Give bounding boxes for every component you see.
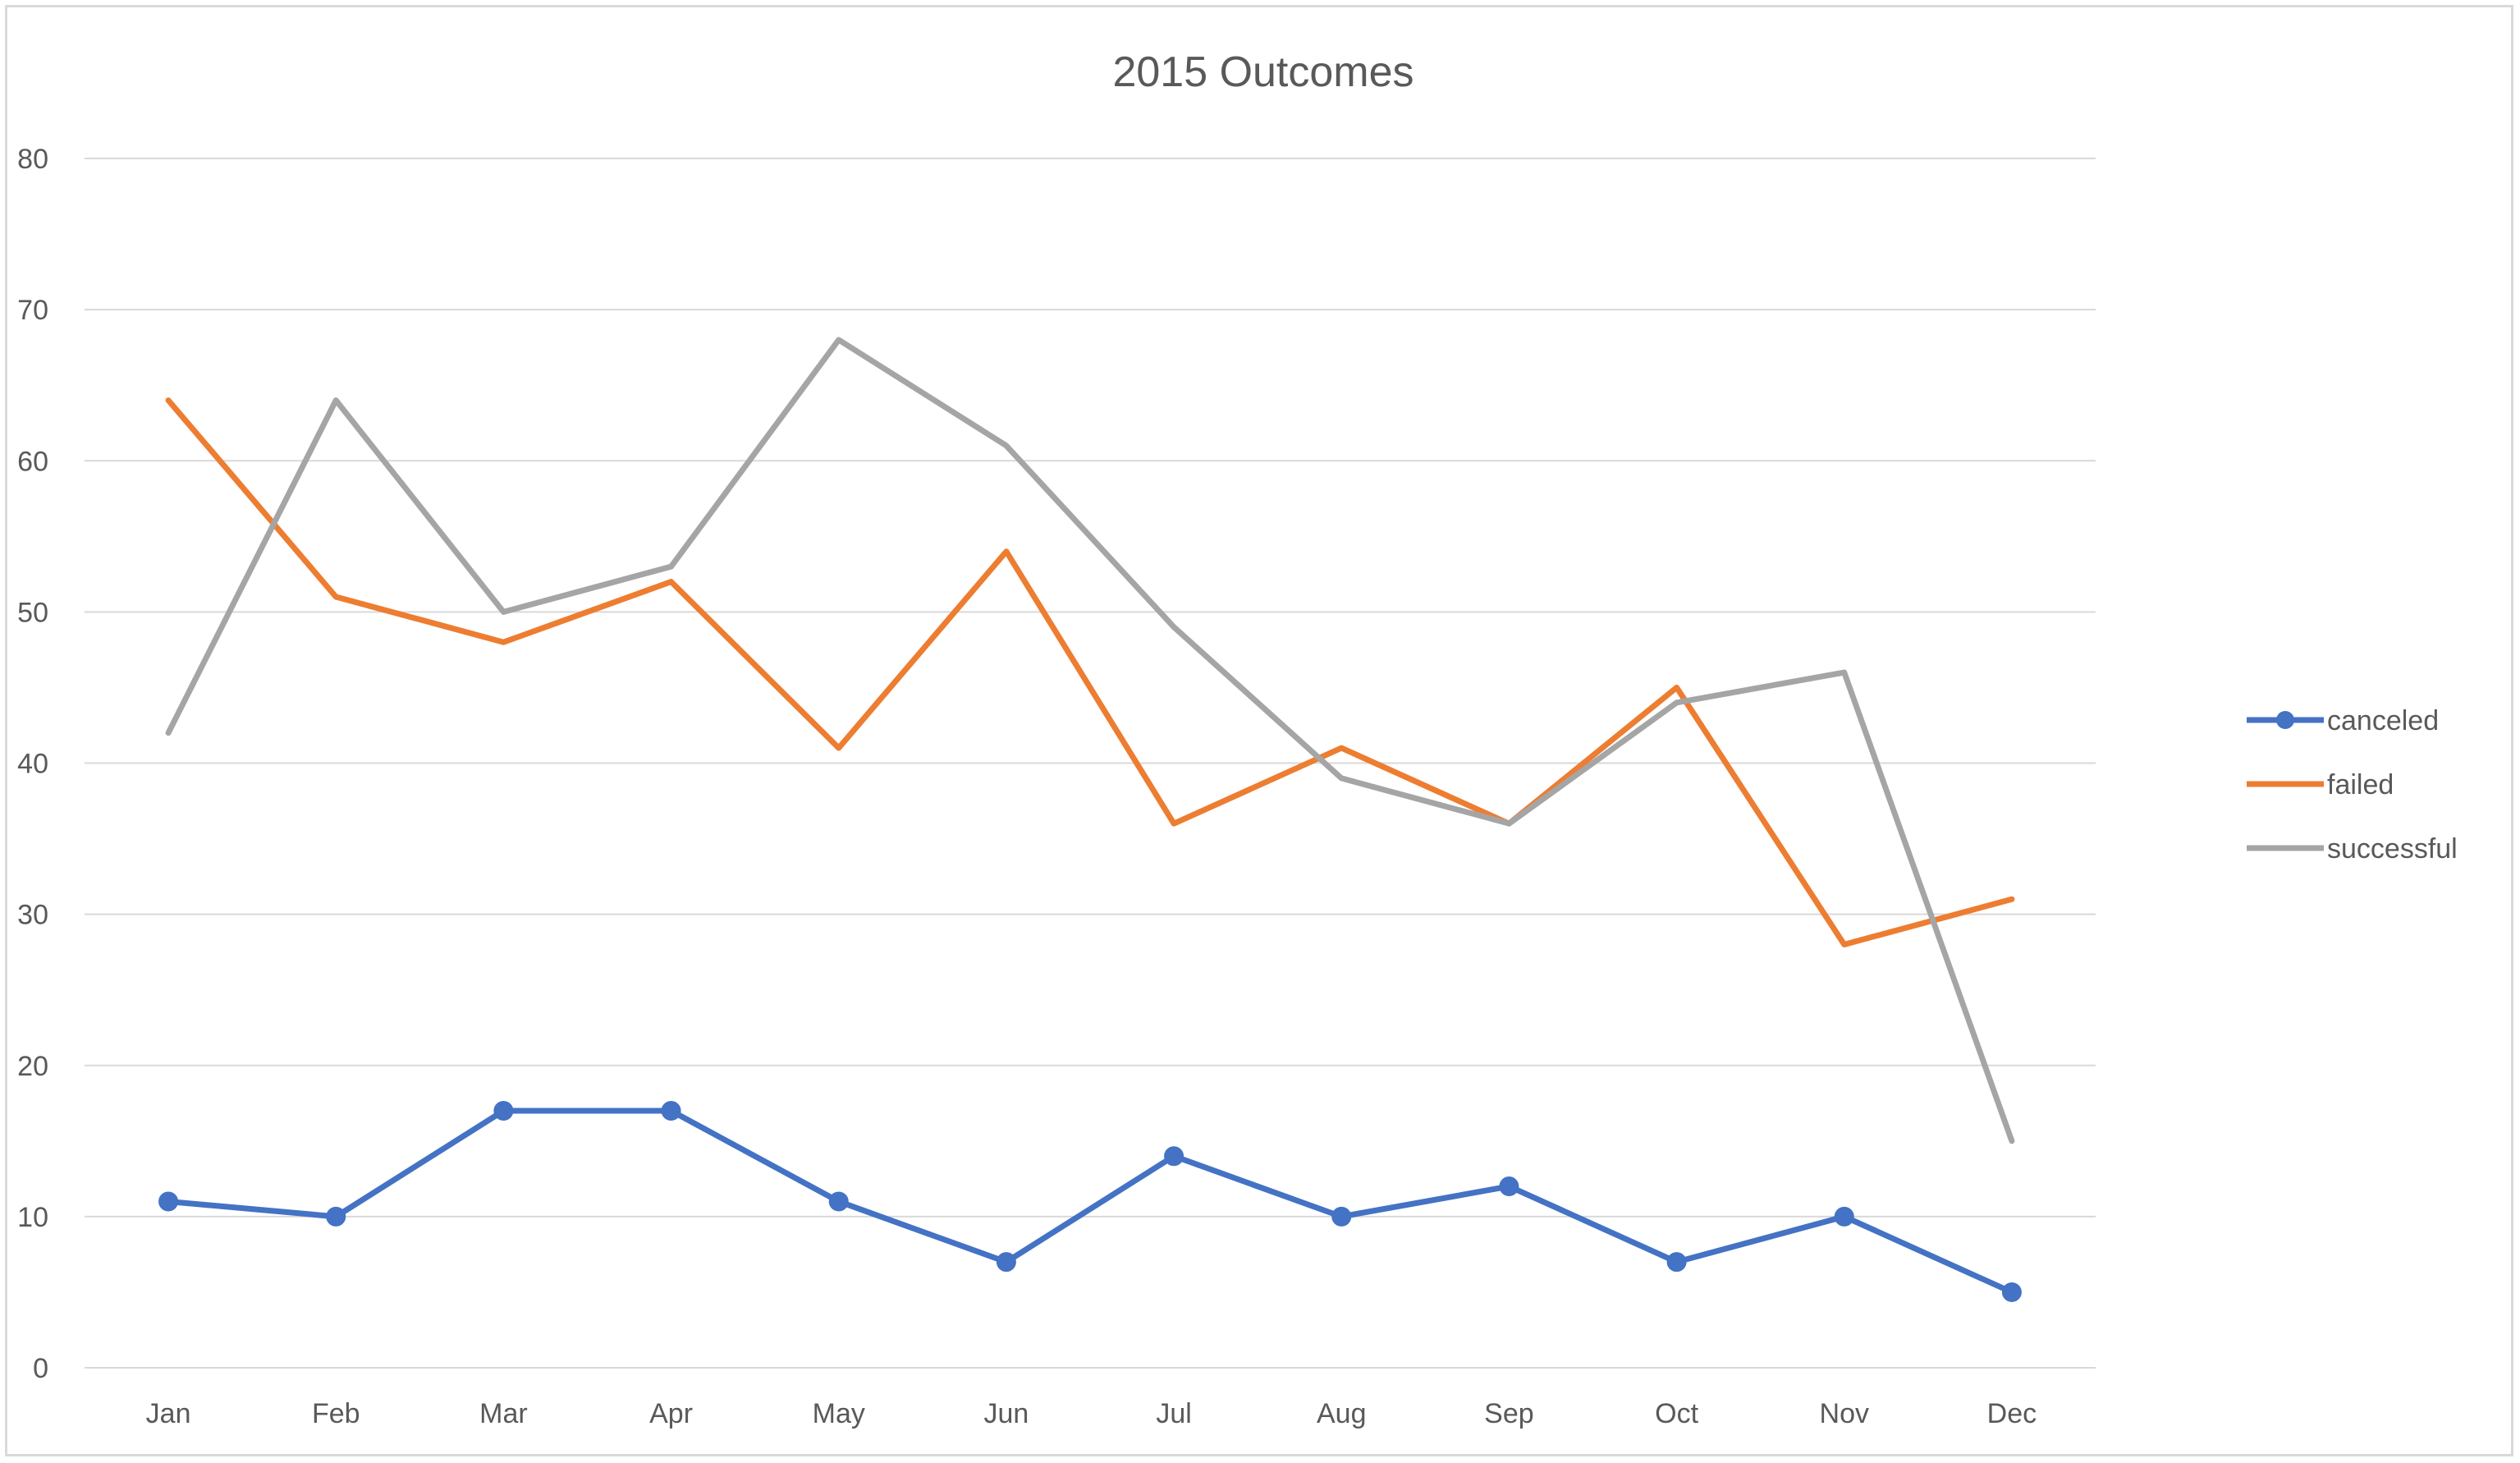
series-line-failed bbox=[165, 397, 2015, 947]
data-point-canceled bbox=[1164, 1146, 1184, 1167]
y-tick-label: 80 bbox=[17, 144, 48, 175]
legend-label: canceled bbox=[2327, 705, 2439, 736]
y-tick-label: 60 bbox=[17, 446, 48, 477]
data-point-canceled bbox=[1499, 1176, 1519, 1197]
legend-label: failed bbox=[2327, 769, 2394, 800]
x-tick-label: Mar bbox=[479, 1398, 528, 1429]
chart-title: 2015 Outcomes bbox=[1112, 48, 1413, 96]
x-tick-label: May bbox=[813, 1398, 865, 1429]
data-point-canceled bbox=[2001, 1282, 2022, 1302]
y-tick-label: 70 bbox=[17, 295, 48, 326]
x-tick-label: Aug bbox=[1317, 1398, 1367, 1429]
x-tick-label: Oct bbox=[1655, 1398, 1698, 1429]
series-lines bbox=[158, 337, 2022, 1302]
series-successful bbox=[165, 337, 2015, 1144]
x-tick-label: Jan bbox=[146, 1398, 191, 1429]
x-axis-ticks: Jan Feb Mar Apr May Jun Jul Aug Sep Oct Nov Dec bbox=[146, 1398, 2037, 1429]
y-tick-label: 30 bbox=[17, 900, 48, 931]
y-tick-label: 0 bbox=[33, 1353, 48, 1384]
line-chart: 2015 Outcomes 0 10 20 30 40 50 60 70 80 Jan Feb Ma… bbox=[17, 48, 2458, 1429]
x-tick-label: Nov bbox=[1820, 1398, 1869, 1429]
legend-marker bbox=[2276, 711, 2294, 729]
legend-item-failed: failed bbox=[2247, 769, 2394, 800]
series-canceled bbox=[158, 1100, 2022, 1302]
y-axis-ticks: 0 10 20 30 40 50 60 70 80 bbox=[17, 144, 48, 1384]
data-point-canceled bbox=[661, 1100, 681, 1121]
series-line-canceled bbox=[165, 1108, 2015, 1296]
x-tick-label: Dec bbox=[1987, 1398, 2037, 1429]
y-tick-label: 20 bbox=[17, 1051, 48, 1082]
data-point-canceled bbox=[828, 1191, 849, 1212]
data-point-canceled bbox=[1331, 1206, 1352, 1227]
data-point-canceled bbox=[326, 1206, 346, 1227]
legend-item-successful: successful bbox=[2247, 833, 2458, 864]
x-tick-label: Jun bbox=[984, 1398, 1029, 1429]
legend-label: successful bbox=[2327, 833, 2458, 864]
y-tick-label: 40 bbox=[17, 749, 48, 780]
x-tick-label: Feb bbox=[312, 1398, 360, 1429]
chart-area: 2015 Outcomes 0 10 20 30 40 50 60 70 80 Jan Feb Ma… bbox=[5, 5, 2513, 1456]
x-tick-label: Jul bbox=[1156, 1398, 1191, 1429]
y-tick-label: 50 bbox=[17, 597, 48, 628]
data-point-canceled bbox=[1666, 1252, 1687, 1273]
legend-item-canceled: canceled bbox=[2247, 705, 2439, 736]
series-line-successful bbox=[165, 337, 2015, 1144]
data-point-canceled bbox=[1834, 1206, 1854, 1227]
series-failed bbox=[165, 397, 2015, 947]
x-tick-label: Apr bbox=[649, 1398, 693, 1429]
y-tick-label: 10 bbox=[17, 1202, 48, 1233]
data-point-canceled bbox=[996, 1252, 1016, 1273]
data-point-canceled bbox=[158, 1191, 179, 1212]
data-point-canceled bbox=[493, 1100, 514, 1121]
gridlines bbox=[85, 158, 2096, 1369]
legend: canceled failed successful bbox=[2247, 705, 2458, 864]
x-tick-label: Sep bbox=[1484, 1398, 1534, 1429]
